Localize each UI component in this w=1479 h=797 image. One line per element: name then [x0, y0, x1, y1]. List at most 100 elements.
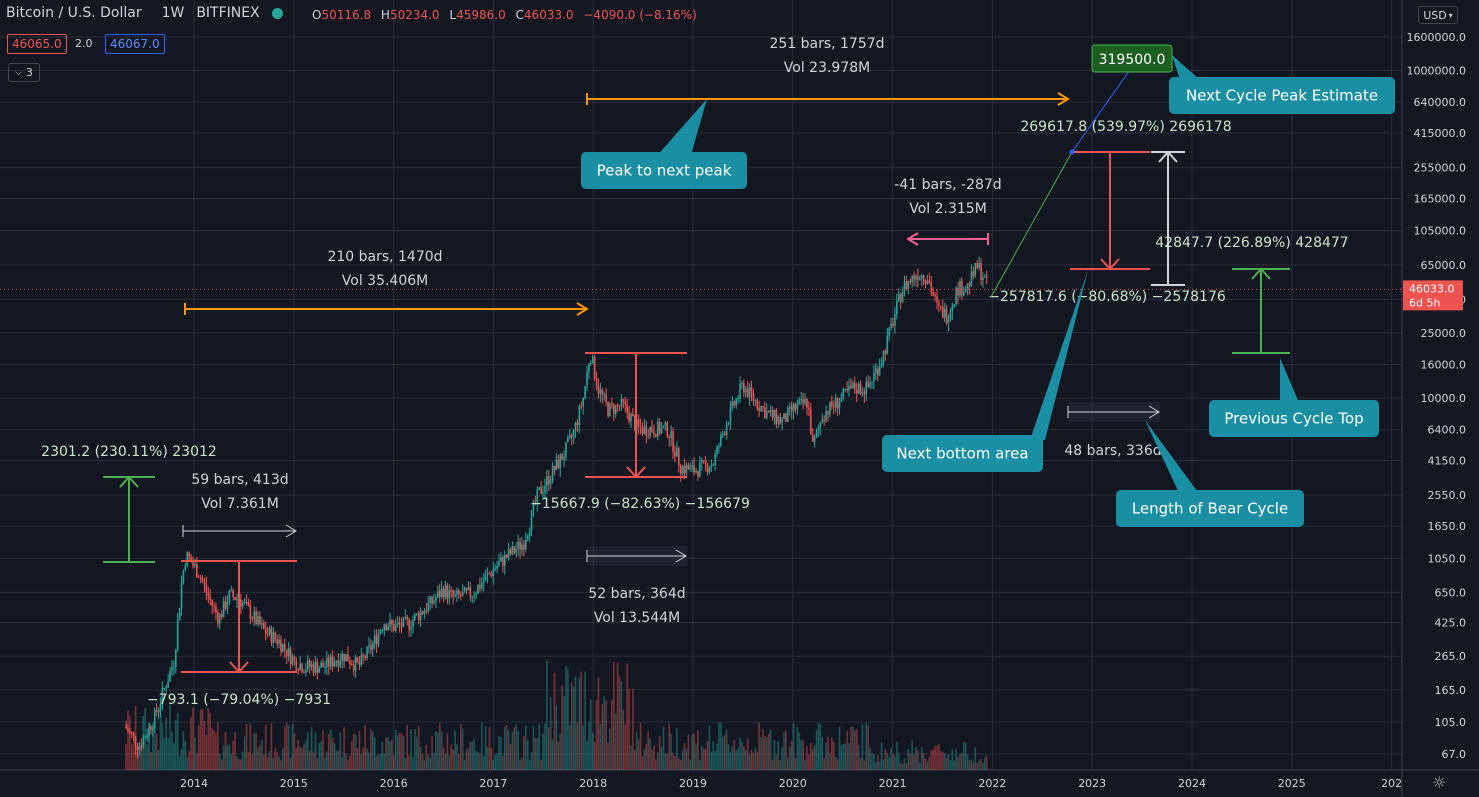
y-tick-label: 65000.0 — [1421, 259, 1467, 272]
volume-bar — [155, 733, 158, 770]
candle-body — [352, 664, 355, 671]
candle-body — [771, 410, 774, 418]
candle-body — [247, 602, 250, 606]
candle-body — [919, 278, 921, 280]
candle-body — [825, 411, 827, 421]
candle-body — [452, 590, 454, 597]
volume-bar — [134, 705, 137, 770]
volume-bar — [572, 686, 575, 770]
volume-bar — [586, 740, 588, 770]
volume-bar — [668, 723, 671, 770]
candle-body — [932, 291, 934, 296]
candle-body — [274, 632, 277, 639]
volume-bar — [398, 732, 401, 770]
volume-bar — [490, 747, 493, 770]
volume-bar — [393, 755, 395, 770]
volume-bar — [503, 726, 506, 770]
bear-length-callout-pointer — [1145, 420, 1200, 495]
candle-body — [498, 561, 500, 567]
candle-body — [366, 646, 368, 658]
symbol-title[interactable]: Bitcoin / U.S. Dollar — [6, 5, 142, 21]
volume-bar — [347, 759, 349, 770]
candle-body — [546, 475, 548, 486]
candle-body — [232, 590, 234, 597]
candle-body — [662, 426, 665, 428]
candle-body — [524, 540, 527, 550]
volume-bar — [985, 755, 988, 770]
volume-bar — [253, 733, 256, 770]
x-tick-label: 2020 — [779, 777, 807, 790]
candle-body — [368, 645, 370, 647]
volume-bar — [563, 696, 565, 770]
candle-body — [894, 314, 896, 326]
volume-bar — [241, 751, 244, 770]
volume-bar — [896, 741, 898, 770]
candle-body — [500, 557, 502, 562]
buy-button[interactable]: 46067.0 — [105, 34, 165, 54]
candle-body — [595, 378, 598, 386]
volume-bar — [934, 745, 936, 770]
y-tick-label: 105.0 — [1435, 716, 1467, 729]
candle-body — [827, 411, 829, 415]
volume-bar — [578, 677, 581, 770]
volume-bar — [492, 760, 495, 770]
y-tick-label: 6400.0 — [1428, 424, 1467, 437]
volume-bar — [188, 751, 190, 770]
candle-body — [687, 465, 690, 470]
candle-body — [540, 487, 542, 494]
candle-body — [718, 445, 720, 447]
candle-body — [964, 288, 967, 293]
indicators-toggle[interactable]: ⌵ 3 — [8, 63, 40, 82]
candle-body — [505, 554, 508, 558]
volume-bar — [526, 740, 529, 770]
y-tick-label: 255000.0 — [1414, 162, 1467, 175]
y-tick-label: 105000.0 — [1414, 225, 1467, 238]
prev-top-callout-box — [1209, 400, 1379, 437]
candle-body — [159, 703, 162, 710]
volume-bar — [326, 751, 328, 770]
label-42847-up: 42847.7 (226.89%) 428477 — [1155, 235, 1348, 251]
range-arrow-413d-head — [285, 524, 297, 538]
volume-bar — [611, 700, 613, 770]
high-key: H — [380, 8, 390, 22]
volume-bar — [532, 725, 535, 770]
candle-body — [507, 549, 510, 558]
volume-bar — [570, 682, 573, 770]
candle-body — [536, 489, 539, 503]
volume-bar — [731, 746, 734, 770]
volume-bar — [905, 763, 908, 770]
sell-button[interactable]: 46065.0 — [7, 34, 67, 54]
currency-selector[interactable]: USD ▾ — [1418, 6, 1458, 24]
market-status-icon — [271, 7, 283, 19]
volume-bar — [295, 747, 298, 770]
candle-body — [729, 406, 732, 423]
volume-bar — [656, 752, 659, 770]
candle-body — [127, 728, 129, 732]
volume-bar — [402, 735, 405, 770]
measure-next-up-head — [1158, 150, 1178, 163]
candle-body — [144, 737, 146, 739]
settings-gear-icon[interactable]: ☼ — [1432, 773, 1447, 792]
candle-body — [322, 662, 324, 668]
volume-bar — [312, 751, 315, 770]
volume-bar — [723, 734, 726, 770]
volume-bar — [962, 742, 965, 770]
volume-bar — [228, 744, 231, 770]
candle-body — [549, 480, 552, 485]
candle-body — [194, 564, 196, 566]
interval-label[interactable]: 1W — [161, 5, 185, 21]
volume-bar — [955, 749, 957, 770]
volume-bar — [599, 724, 602, 770]
volume-bar — [303, 744, 305, 770]
volume-bar — [475, 750, 477, 770]
volume-bar — [203, 721, 206, 770]
candle-body — [129, 731, 131, 733]
volume-bar — [486, 746, 489, 770]
volume-bar — [519, 759, 521, 770]
volume-bar — [222, 745, 225, 770]
candle-body — [555, 459, 558, 471]
volume-bar — [549, 697, 552, 770]
volume-bar — [798, 732, 801, 770]
volume-bar — [618, 676, 621, 770]
